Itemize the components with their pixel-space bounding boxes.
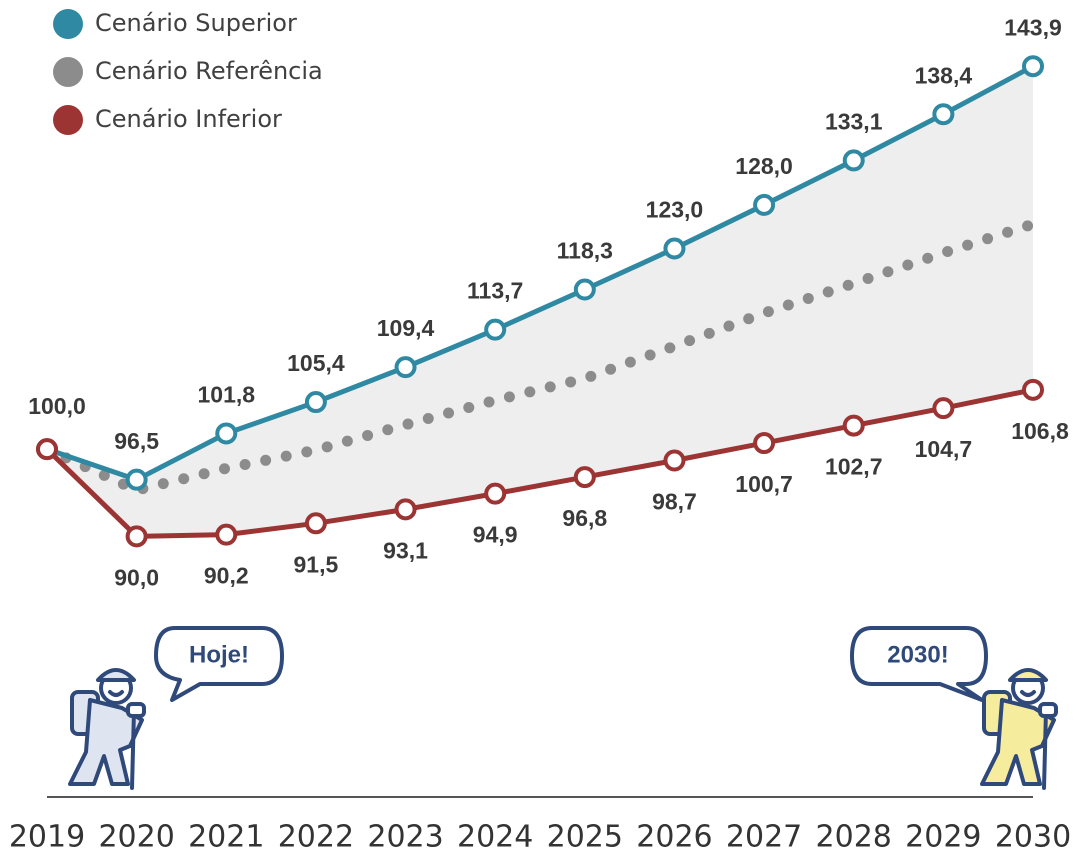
stick (1044, 710, 1046, 788)
data-label: 138,4 (915, 62, 973, 88)
x-tick-label: 2028 (816, 820, 892, 855)
data-point (397, 500, 415, 518)
data-point (934, 105, 952, 123)
legend-label: Cenário Superior (95, 9, 297, 37)
stick (132, 710, 134, 788)
hiker-today (70, 670, 144, 788)
legend-label: Cenário Referência (95, 57, 323, 85)
x-tick-label: 2021 (188, 820, 264, 855)
legend-swatch (53, 57, 83, 87)
x-tick-label: 2026 (636, 820, 712, 855)
data-label: 90,0 (114, 564, 159, 590)
page: {"chart_data": { "type": "line", "catego… (0, 0, 1076, 857)
x-tick-label: 2023 (367, 820, 443, 855)
data-point (217, 526, 235, 544)
data-label: 96,5 (114, 428, 159, 454)
data-label: 90,2 (204, 563, 249, 589)
data-point (307, 393, 325, 411)
data-label: 133,1 (825, 108, 883, 134)
data-point (1024, 381, 1042, 399)
x-tick-label: 2029 (905, 820, 981, 855)
hat (98, 670, 134, 680)
data-label: 91,5 (294, 551, 339, 577)
data-point (576, 281, 594, 299)
annotation: 2030! (887, 641, 948, 668)
data-point (845, 151, 863, 169)
data-label: 104,7 (915, 436, 973, 462)
legend-label: Cenário Inferior (95, 105, 282, 133)
legend-swatch (53, 9, 83, 39)
data-label: 105,4 (287, 350, 345, 376)
data-point (755, 434, 773, 452)
data-point (934, 399, 952, 417)
data-point (486, 321, 504, 339)
bubbles (156, 628, 986, 700)
x-tick-label: 2027 (726, 820, 802, 855)
x-tick-label: 2022 (278, 820, 354, 855)
data-label: 102,7 (825, 454, 883, 480)
chart: Hoje! 2030! Cenário Superior Cenário Refe… (0, 0, 1076, 857)
legend-swatch (53, 105, 83, 135)
data-label: 98,7 (652, 489, 697, 515)
data-label: 96,8 (562, 505, 607, 531)
hat (1010, 670, 1046, 680)
x-tick-label: 2025 (547, 820, 623, 855)
hand (1040, 704, 1056, 716)
x-tick-label: 2020 (98, 820, 174, 855)
hand (128, 704, 144, 716)
data-point (128, 471, 146, 489)
data-label: 109,4 (377, 315, 435, 341)
data-point (397, 358, 415, 376)
background-layer (47, 66, 1033, 536)
x-tick-label: 2019 (9, 820, 85, 855)
range-band (47, 66, 1033, 536)
data-point (307, 514, 325, 532)
data-label: 101,8 (197, 382, 255, 408)
data-label: 106,8 (1011, 418, 1069, 444)
data-label: 143,9 (1004, 14, 1062, 40)
data-point (1024, 57, 1042, 75)
data-point (665, 240, 683, 258)
data-point (38, 440, 56, 458)
data-point (486, 485, 504, 503)
hiker-2030 (982, 670, 1056, 788)
data-point (755, 196, 773, 214)
data-label: 94,9 (473, 522, 518, 548)
data-point (665, 451, 683, 469)
data-label: 113,7 (467, 278, 523, 304)
data-point (217, 424, 235, 442)
data-label: 123,0 (646, 197, 704, 223)
data-point (845, 417, 863, 435)
data-label: 118,3 (557, 238, 613, 264)
data-point (128, 527, 146, 545)
data-label: 128,0 (735, 153, 793, 179)
x-tick-label: 2024 (457, 820, 533, 855)
data-point (576, 468, 594, 486)
data-label: 100,7 (735, 471, 793, 497)
data-label: 100,0 (28, 393, 86, 419)
x-tick-label: 2030 (995, 820, 1071, 855)
data-label: 93,1 (383, 537, 428, 563)
annotation: Hoje! (189, 641, 249, 668)
